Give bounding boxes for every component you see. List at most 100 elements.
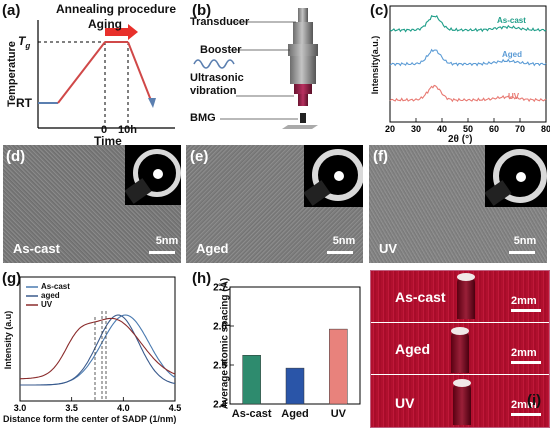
- b-vibration-label: vibration: [190, 85, 237, 97]
- i-sample-rod-1: [457, 275, 475, 319]
- h-xtick-uv: UV: [330, 408, 346, 420]
- a-rt-label: RT: [16, 96, 32, 110]
- panel-h-label: (h): [192, 270, 212, 287]
- xrd-xtick: 40: [437, 124, 447, 134]
- panel-f-label: (f): [373, 148, 388, 165]
- d-saed-inset: [125, 145, 181, 205]
- i-sample-rod-2: [451, 329, 469, 373]
- panel-i-photo-frame: As-cast 2mm Aged 2mm UV 2mm: [370, 270, 550, 428]
- c-ylabel: Intensity(a.u.): [370, 35, 380, 95]
- panel-g-intensity-chart: 3.0 3.5 4.0 4.5: [14, 276, 182, 413]
- h-ytick: 2.5: [213, 361, 227, 372]
- i-sample-rod-3: [453, 381, 471, 425]
- b-horn-tip: [298, 94, 308, 106]
- h-ylabel: Average atomic spacing (Å): [219, 277, 231, 410]
- panel-c-label: (c): [370, 2, 389, 19]
- xrd-xtick: 80: [541, 124, 550, 134]
- a-ramp-up: [57, 41, 106, 104]
- xrd-xtick: 30: [411, 124, 421, 134]
- i-scale-as-cast: 2mm: [511, 295, 537, 307]
- g-xtick: 4.0: [117, 403, 130, 413]
- i-photo-uv: UV 2mm: [371, 375, 549, 427]
- b-transducer-body: [293, 22, 313, 44]
- b-bmg-label: BMG: [190, 112, 216, 124]
- panel-f-tem-image: UV 5nm: [369, 145, 547, 263]
- g-legend-uv: UV: [41, 300, 53, 309]
- a-title-line1: Annealing procedure: [56, 2, 177, 16]
- i-sample-top-3: [453, 379, 471, 387]
- d-sample-label: As-cast: [13, 241, 60, 256]
- i-sample-top-2: [451, 327, 469, 335]
- g-curve-0: [20, 314, 176, 386]
- b-base-plate: [282, 125, 318, 129]
- h-ytick: 2.6: [213, 322, 227, 333]
- h-xtick-as-cast: As-cast: [231, 408, 272, 420]
- c-series-uv: UV: [508, 92, 520, 101]
- panel-b-label: (b): [192, 2, 212, 19]
- a-aging-arrow: [105, 24, 138, 40]
- panel-i-label: (i): [527, 392, 542, 409]
- i-photo-aged: Aged 2mm: [371, 323, 549, 374]
- h-bar-aged: [285, 367, 305, 405]
- panel-b-ultrasonic-device: [193, 8, 318, 129]
- b-horn: [294, 84, 312, 94]
- b-transducer-label: Transducer: [190, 16, 250, 28]
- f-scale-bar: [509, 251, 535, 254]
- d-scale-bar: [149, 251, 175, 254]
- xrd-xtick: 50: [463, 124, 473, 134]
- a-cool-arrow: [148, 98, 156, 108]
- i-photo-as-cast: As-cast 2mm: [371, 271, 549, 322]
- b-booster-top: [288, 44, 318, 56]
- c-series-aged: Aged: [502, 50, 522, 59]
- xrd-xtick: 70: [515, 124, 525, 134]
- panel-c-xrd-chart: 20 30 40 50 60 70 80: [385, 5, 550, 134]
- panel-d-tem-image: As-cast 5nm: [3, 145, 181, 263]
- a-xlabel: Time: [94, 134, 122, 148]
- a-tick-10h: 10h: [118, 124, 137, 136]
- f-sample-label: UV: [379, 241, 398, 256]
- e-saed-inset: [304, 145, 363, 207]
- b-vibration-wave: [193, 59, 235, 69]
- c-xlabel: 2θ (°): [448, 134, 473, 145]
- e-sample-label: Aged: [196, 241, 229, 256]
- g-xtick: 4.5: [169, 403, 182, 413]
- g-ylabel: Intensity (a.u): [3, 310, 13, 370]
- g-legend-aged: aged: [41, 291, 60, 300]
- i-label-uv: UV: [395, 395, 415, 411]
- panel-e-tem-image: Aged 5nm: [186, 145, 363, 263]
- h-xtick-aged: Aged: [281, 408, 309, 420]
- h-ytick: 2.4: [213, 400, 227, 411]
- g-legend-as-cast: As-cast: [41, 282, 70, 291]
- b-booster-body: [290, 56, 316, 84]
- g-xtick: 3.5: [65, 403, 78, 413]
- a-tg-label: Tg: [18, 34, 31, 51]
- xrd-curve-0: [389, 15, 547, 33]
- b-transducer-top: [298, 8, 308, 22]
- panel-g-label: (g): [2, 270, 22, 287]
- i-sample-top-1: [457, 273, 475, 281]
- b-bmg-sample: [300, 113, 306, 123]
- i-label-aged: Aged: [395, 341, 430, 357]
- g-xtick: 3.0: [14, 403, 27, 413]
- i-scale-aged: 2mm: [511, 347, 537, 359]
- a-title-line2: Aging: [88, 17, 122, 31]
- c-series-as-cast: As-cast: [497, 16, 526, 25]
- a-ramp-down: [127, 41, 153, 104]
- h-bar-uv: [329, 328, 348, 405]
- panel-d-label: (d): [6, 148, 26, 165]
- e-scale-bar: [327, 251, 353, 254]
- d-scale-label: 5nm: [155, 235, 179, 247]
- panel-e-label: (e): [190, 148, 209, 165]
- panel-a-annealing-diagram: [37, 20, 175, 129]
- b-booster-label: Booster: [200, 44, 242, 56]
- panel-h-bar-chart: 2.4 2.5 2.6 2.7: [213, 283, 361, 411]
- h-ytick: 2.7: [213, 283, 227, 294]
- f-saed-inset: [485, 145, 547, 207]
- g-curve-1: [20, 314, 176, 386]
- xrd-curve-1: [389, 48, 547, 67]
- a-tick-0: 0: [101, 124, 108, 136]
- e-scale-label: 5nm: [332, 235, 356, 247]
- xrd-xtick: 60: [489, 124, 499, 134]
- g-curve-2: [19, 317, 176, 380]
- xrd-xtick: 20: [385, 124, 395, 134]
